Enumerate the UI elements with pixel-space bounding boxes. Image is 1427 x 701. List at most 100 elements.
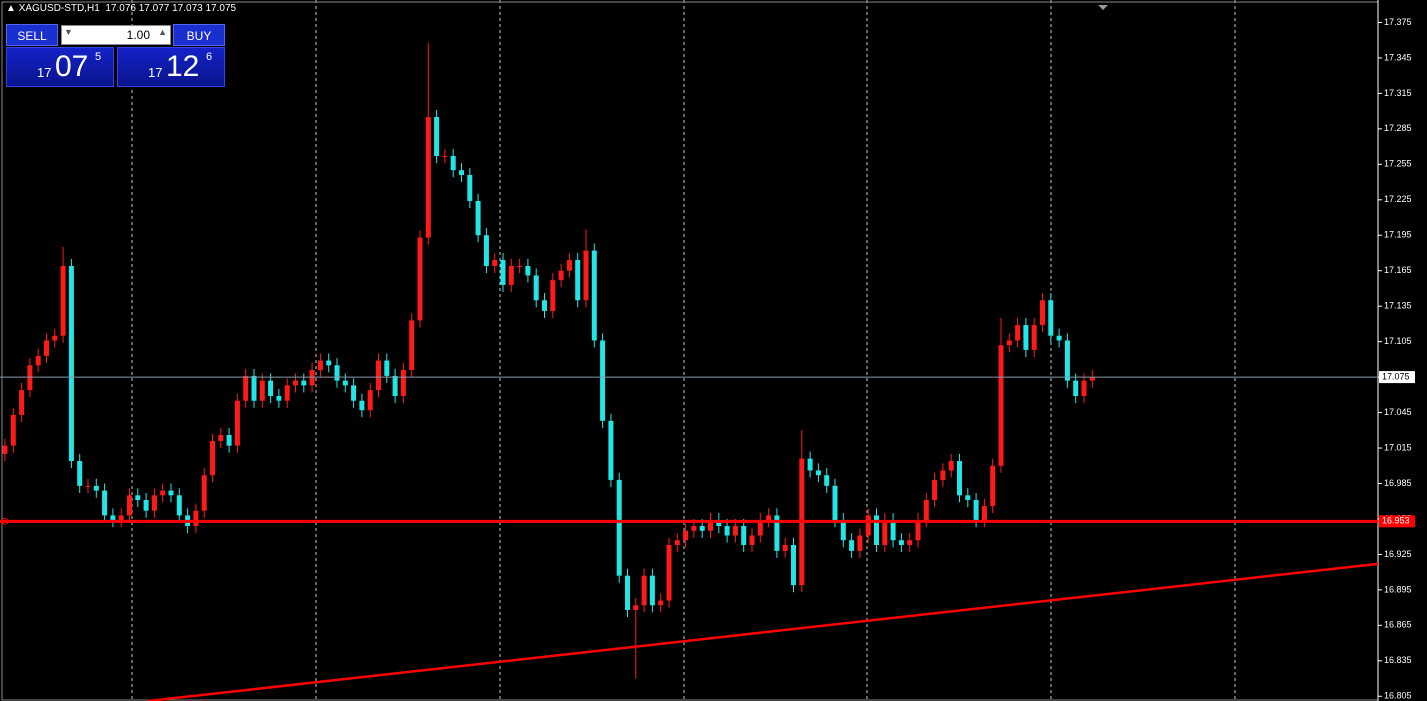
candle-body — [226, 435, 232, 446]
line-anchor — [1, 517, 9, 525]
candle-body — [658, 600, 664, 606]
candle-body — [467, 174, 473, 201]
y-tick-label: 17.045 — [1384, 407, 1412, 417]
candle-body — [193, 510, 199, 527]
candle-body — [981, 505, 987, 521]
trade-panel: SELL ▼ 1.00 ▲ BUY 17 07 5 17 12 6 — [6, 24, 225, 88]
candle-body — [475, 200, 481, 236]
candle-body — [1015, 325, 1021, 341]
header-high: 17.077 — [138, 3, 170, 14]
candle-body — [774, 515, 780, 551]
candle-body — [691, 526, 697, 531]
candle-body — [77, 461, 83, 486]
symbol: XAGUSD-STD,H1 — [18, 3, 100, 14]
sell-button[interactable]: SELL — [6, 24, 58, 46]
chart-frame — [1, 1, 1379, 701]
time-grid — [131, 0, 1236, 701]
y-tick-label: 16.805 — [1384, 691, 1412, 701]
candle-body — [326, 360, 332, 366]
ask-price[interactable]: 17 12 6 — [117, 47, 225, 87]
candle-body — [450, 156, 456, 171]
candle-body — [915, 520, 921, 541]
candle-body — [616, 479, 622, 576]
candle-body — [923, 500, 929, 521]
candle-body — [317, 360, 323, 371]
candle-body — [832, 485, 838, 521]
candle-body — [160, 490, 166, 496]
candle-body — [27, 365, 33, 391]
candle-body — [442, 156, 448, 158]
y-tick-label: 17.105 — [1384, 336, 1412, 346]
candle-body — [68, 265, 74, 462]
y-tick-label: 16.925 — [1384, 549, 1412, 559]
candle-body — [201, 475, 207, 511]
candle-body — [608, 420, 614, 480]
candle-body — [1048, 300, 1054, 336]
candle-body — [268, 380, 274, 397]
header: ▲ XAGUSD-STD,H1 17.076 17.077 17.073 17.… — [6, 3, 237, 14]
candle-body — [400, 370, 406, 397]
candle-body — [724, 526, 730, 536]
y-tick-label: 16.895 — [1384, 584, 1412, 594]
candle-body — [135, 495, 141, 501]
candle-body — [376, 360, 381, 391]
current-price-box — [1379, 371, 1415, 384]
y-tick-label: 16.835 — [1384, 655, 1412, 665]
y-tick-label: 17.315 — [1384, 88, 1412, 98]
candle-body — [766, 515, 772, 521]
candle-body — [791, 544, 796, 586]
candle-body — [168, 490, 174, 496]
candle-body — [990, 465, 996, 506]
lot-input[interactable]: ▼ 1.00 ▲ — [61, 25, 171, 45]
candle-body — [85, 485, 91, 487]
candle-body — [1089, 377, 1095, 381]
candle-body — [176, 495, 182, 516]
candle-body — [840, 520, 846, 541]
candle-body — [102, 490, 108, 516]
y-tick-label: 17.015 — [1384, 442, 1412, 452]
candle-body — [965, 495, 971, 501]
y-tick-label: 17.195 — [1384, 230, 1412, 240]
candle-body — [1040, 300, 1045, 326]
candle-body — [633, 605, 639, 610]
candle-body — [998, 345, 1004, 466]
candle-body — [674, 540, 680, 545]
candle-body — [882, 520, 888, 545]
candle-body — [276, 396, 282, 401]
candle-body — [483, 235, 489, 266]
candle-body — [1056, 335, 1062, 341]
candle-body — [35, 355, 41, 366]
y-tick-label: 17.255 — [1384, 159, 1412, 169]
candle-body — [666, 544, 672, 601]
candle-body — [890, 520, 896, 541]
candle-body — [815, 470, 821, 476]
candle-body — [782, 544, 788, 551]
buy-button[interactable]: BUY — [173, 24, 225, 46]
candle-body — [508, 265, 514, 285]
candle-body — [342, 380, 348, 386]
candle-body — [940, 470, 946, 480]
candle-body — [19, 390, 25, 415]
candle-body — [757, 520, 763, 536]
y-tick-label: 17.285 — [1384, 123, 1412, 133]
candle-body — [583, 250, 589, 301]
candle-body — [957, 461, 962, 496]
bid-price[interactable]: 17 07 5 — [6, 47, 114, 87]
ask-point: 6 — [206, 51, 213, 63]
candle-body — [625, 575, 630, 610]
shift-marker — [1098, 5, 1108, 10]
candle-body — [434, 117, 440, 157]
candle-body — [907, 540, 913, 545]
y-tick-label: 17.225 — [1384, 194, 1412, 204]
y-tick-label: 17.345 — [1384, 52, 1412, 62]
header-close: 17.075 — [205, 3, 237, 14]
candle-body — [898, 540, 904, 545]
candle-body — [807, 458, 813, 471]
candle-body — [234, 400, 240, 446]
candle-body — [550, 280, 556, 311]
candle-body — [60, 265, 66, 336]
candle-body — [243, 375, 249, 401]
candle-body — [417, 237, 423, 321]
candle-body — [118, 515, 124, 521]
